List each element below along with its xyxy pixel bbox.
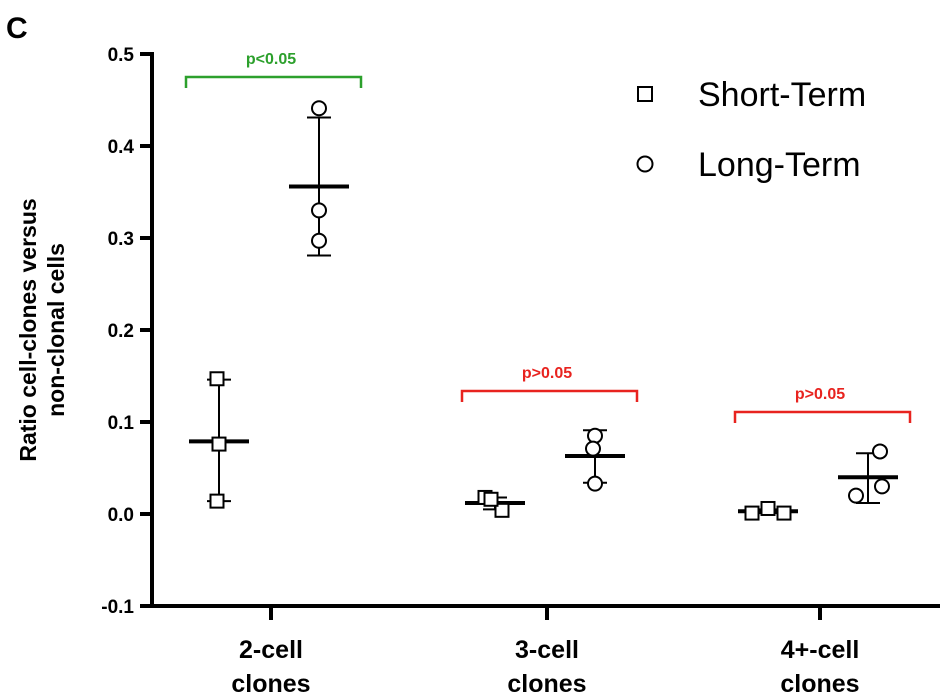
p-value-label: p>0.05	[522, 365, 572, 382]
significance-bracket	[460, 389, 639, 402]
short-term-point	[744, 505, 760, 521]
long-term-point	[587, 475, 603, 492]
y-tick-label: 0.5	[108, 45, 135, 66]
y-tick-label: 0.0	[108, 505, 134, 526]
long-term-point	[585, 440, 601, 457]
short-term-point	[211, 436, 227, 452]
legend-circle-icon	[636, 155, 654, 173]
y-tick-label: 0.4	[108, 137, 135, 158]
legend-square-icon	[637, 86, 653, 102]
long-term-point	[311, 232, 327, 249]
x-ticks: 2-cell clones 3-cell clones 4+-cell clones	[231, 606, 860, 698]
y-tick-label: -0.1	[101, 597, 134, 618]
significance-bracket	[184, 75, 363, 88]
short-term-point	[494, 502, 510, 518]
y-tick-label: 0.2	[108, 321, 134, 342]
short-term-point	[776, 505, 792, 521]
x-tick-label: 3-cell	[515, 636, 579, 664]
data-points	[209, 100, 890, 521]
long-term-point	[872, 443, 888, 460]
long-term-point	[874, 478, 890, 495]
y-tick-label: 0.1	[108, 413, 135, 434]
panel-label: C	[6, 12, 28, 45]
significance-bracket	[733, 410, 912, 423]
legend: Short-Term Long-Term	[636, 76, 866, 184]
p-value-label: p>0.05	[795, 386, 845, 403]
x-tick-label: clones	[231, 670, 310, 698]
legend-entry-label: Short-Term	[698, 76, 866, 114]
long-term-point	[311, 100, 327, 117]
y-ticks: -0.1 0.0 0.1 0.2 0.3 0.4 0.5	[101, 45, 152, 618]
y-axis-label: Ratio cell-clones versus non-clonal cell…	[15, 198, 69, 461]
x-tick-label: 2-cell	[239, 636, 303, 664]
x-tick-label: clones	[780, 670, 859, 698]
y-axis-label-line-1: Ratio cell-clones versus	[15, 198, 41, 461]
short-term-point	[209, 493, 225, 509]
axes	[150, 52, 940, 608]
p-value-label: p<0.05	[246, 51, 296, 68]
short-term-point	[209, 371, 225, 387]
long-term-point	[311, 202, 327, 219]
y-axis-label-line-2: non-clonal cells	[43, 243, 69, 417]
short-term-point	[760, 500, 776, 516]
y-tick-label: 0.3	[108, 229, 134, 250]
legend-entry-label: Long-Term	[698, 146, 861, 184]
long-term-point	[587, 427, 603, 444]
x-tick-label: 4+-cell	[781, 636, 860, 664]
x-tick-label: clones	[507, 670, 586, 698]
long-term-point	[848, 487, 864, 504]
short-term-point	[483, 491, 499, 507]
significance-annotations: p<0.05 p>0.05 p>0.05	[184, 51, 912, 423]
